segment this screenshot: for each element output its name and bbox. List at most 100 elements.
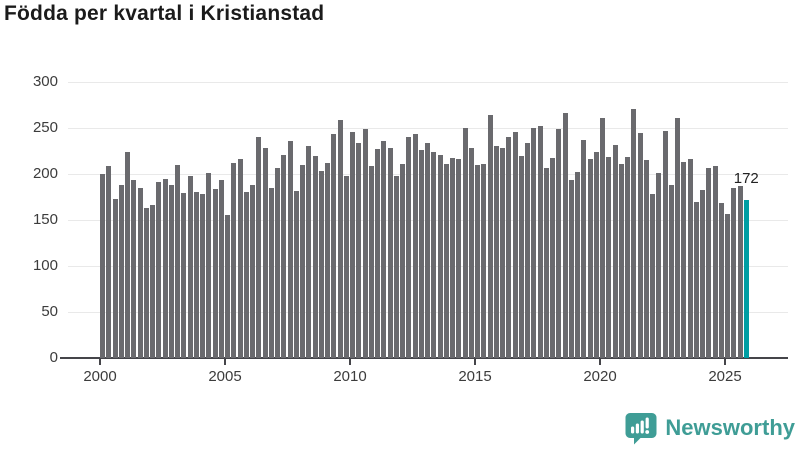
bar [737, 185, 743, 358]
bar [331, 133, 337, 358]
x-tick-label: 2010 [333, 368, 367, 385]
bar [350, 131, 355, 358]
x-tick-mark [349, 359, 351, 365]
bar [312, 155, 318, 358]
x-tick-mark [474, 359, 476, 365]
bar [600, 117, 605, 358]
bar [475, 164, 480, 358]
bar [481, 163, 487, 358]
bar [437, 154, 443, 358]
bar [631, 108, 637, 358]
gridline [68, 81, 788, 83]
bar [168, 185, 174, 358]
gridline [68, 127, 788, 129]
bar [418, 150, 424, 358]
bar [556, 128, 562, 358]
x-tick-label: 2020 [583, 368, 617, 385]
bar [231, 162, 237, 358]
bar [593, 151, 599, 358]
bar [406, 137, 412, 358]
bar [456, 159, 462, 358]
bar [637, 132, 643, 358]
bar [450, 158, 455, 358]
bar [443, 163, 449, 358]
bar [112, 198, 118, 358]
bar [400, 163, 405, 358]
bar [662, 130, 668, 358]
bar [262, 148, 268, 358]
bar [668, 185, 674, 358]
y-tick-label: 200 [32, 165, 58, 182]
bar [687, 159, 693, 358]
bar [562, 113, 568, 358]
x-tick-label: 2025 [708, 368, 742, 385]
bar [543, 167, 549, 358]
bar [162, 178, 168, 358]
bar [181, 193, 187, 358]
bar [731, 187, 737, 358]
bar [306, 146, 312, 358]
bar [606, 157, 612, 358]
bar [656, 173, 662, 358]
bar [625, 156, 630, 358]
bar [368, 165, 374, 358]
bar [618, 163, 624, 358]
bar [725, 214, 730, 358]
x-tick-mark [724, 359, 726, 365]
bar [512, 131, 518, 358]
bar [187, 175, 193, 358]
bar [568, 180, 574, 358]
bar [675, 117, 680, 358]
y-tick-label: 250 [32, 119, 58, 136]
newsworthy-logo[interactable]: Newsworthy [624, 411, 795, 445]
bar [300, 164, 305, 358]
bar [575, 172, 580, 358]
bar [225, 215, 230, 358]
bar [268, 187, 274, 358]
bar [468, 148, 474, 358]
bar-highlighted [743, 199, 749, 358]
y-tick-label: 150 [32, 211, 58, 228]
bar [412, 134, 418, 358]
bar [500, 148, 505, 358]
x-tick-mark [599, 359, 601, 365]
bar [118, 185, 124, 358]
bar [106, 165, 112, 358]
x-tick-label: 2000 [83, 368, 117, 385]
bar [237, 159, 243, 358]
bar [487, 115, 493, 358]
bar [381, 140, 387, 358]
bar [525, 142, 530, 358]
bar [343, 175, 349, 358]
bar [337, 119, 343, 358]
newsworthy-wordmark: Newsworthy [665, 415, 795, 440]
bar [293, 190, 299, 358]
bar [587, 159, 593, 358]
y-tick-label: 100 [32, 257, 58, 274]
bar [193, 192, 199, 358]
bar [218, 179, 224, 358]
bar [212, 188, 218, 358]
x-axis-line [60, 357, 788, 359]
bar [462, 128, 468, 358]
bar [718, 203, 724, 358]
bar [537, 126, 543, 358]
bar [137, 187, 143, 358]
bar [150, 205, 155, 358]
bar [431, 151, 437, 358]
bar [243, 192, 249, 358]
bar [506, 137, 512, 358]
bar [175, 164, 180, 358]
bar [550, 158, 555, 358]
bar [100, 174, 105, 358]
bar [612, 145, 618, 358]
bar [706, 167, 712, 358]
bar [643, 160, 649, 358]
bar [318, 171, 324, 358]
bar [375, 149, 380, 358]
bar [518, 155, 524, 358]
chart-title: Födda per kvartal i Kristianstad [4, 2, 325, 25]
bar [693, 201, 699, 358]
bar [712, 165, 718, 358]
bar [393, 175, 399, 358]
